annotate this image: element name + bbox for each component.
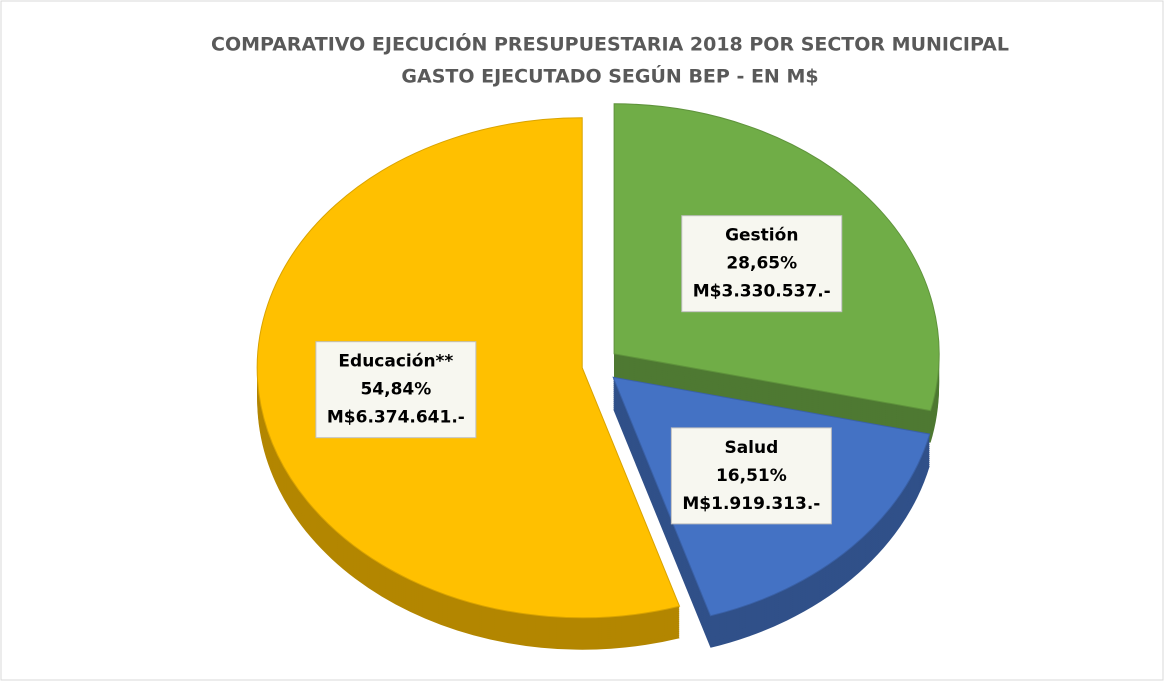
amount-label: M$6.374.641.- [327,408,465,428]
data-label-box [315,341,477,439]
data-label: 54,84% [360,380,431,400]
chart-title: GASTO EJECUTADO SEGÚN BEP - EN M$ [401,64,818,88]
amount-label: M$3.330.537.- [693,282,831,302]
data-label-box [670,427,832,525]
category-label: Gestión [725,226,798,246]
category-label: Educación** [338,352,453,372]
data-label: 16,51% [716,466,787,486]
category-label: Salud [724,438,778,458]
amount-label: M$1.919.313.- [682,494,820,514]
chart-title: COMPARATIVO EJECUCIÓN PRESUPUESTARIA 201… [211,32,1009,56]
data-label: 28,65% [726,254,797,274]
data-label-box [681,215,843,313]
